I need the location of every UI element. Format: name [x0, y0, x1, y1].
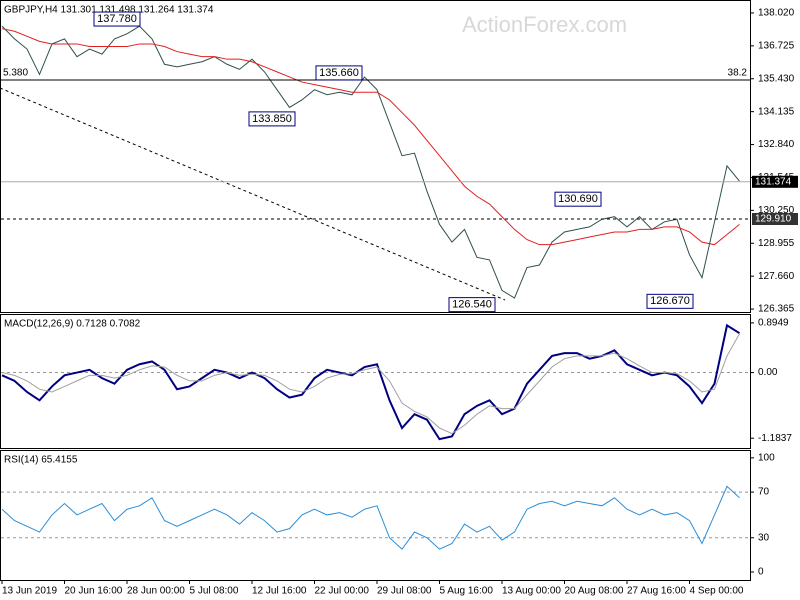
y-tick-label: 0	[758, 567, 764, 578]
y-tick-label: 70	[758, 487, 770, 498]
x-tick-label: 4 Sep 00:00	[690, 586, 744, 597]
annotation-box	[554, 191, 602, 207]
y-tick-label: 134.135	[758, 106, 795, 117]
x-tick-label: 22 Jul 00:00	[315, 586, 370, 597]
x-tick-label: 27 Aug 16:00	[627, 586, 686, 597]
y-tick-label: 138.020	[758, 8, 795, 19]
price-box-label: 131.374	[755, 176, 792, 187]
annotation-label: 130.690	[558, 193, 598, 205]
series-line	[1, 485, 740, 550]
annotation-label: 137.780	[97, 13, 137, 25]
trend-line	[0, 87, 506, 301]
x-tick-label: 13 Jun 2019	[2, 586, 57, 597]
x-tick-label: 12 Jul 16:00	[252, 586, 307, 597]
panel-title: MACD(12,26,9) 0.7128 0.7082	[4, 319, 141, 330]
annotation-box	[93, 11, 141, 27]
y-tick-label: 135.430	[758, 73, 795, 84]
series-line	[1, 25, 740, 299]
y-tick-label: 30	[758, 532, 770, 543]
series-line	[1, 28, 740, 246]
y-tick-label: 100	[758, 452, 775, 463]
y-tick-label: 0.00	[758, 367, 778, 378]
panel-title: RSI(14) 65.4155	[4, 455, 78, 466]
annotation-label: 126.670	[650, 295, 690, 307]
fib-start-label: 5.380	[3, 68, 28, 79]
y-tick-label: 128.955	[758, 238, 795, 249]
y-tick-label: 0.8949	[758, 318, 789, 329]
y-tick-label: 132.840	[758, 139, 795, 150]
annotation-box	[646, 293, 694, 309]
y-tick-label: 127.660	[758, 271, 795, 282]
price-box	[752, 175, 798, 188]
y-tick-label: 126.365	[758, 304, 795, 315]
x-tick-label: 13 Aug 00:00	[502, 586, 561, 597]
series-line	[1, 333, 740, 435]
panel-title: GBPJPY,H4 131.301 131.498 131.264 131.37…	[4, 5, 214, 16]
y-tick-label: 130.250	[758, 205, 795, 216]
x-tick-label: 20 Jun 16:00	[65, 586, 123, 597]
annotation-box	[448, 297, 496, 313]
macd-panel	[0, 314, 751, 449]
x-tick-label: 5 Jul 08:00	[190, 586, 239, 597]
annotation-label: 135.660	[319, 67, 359, 79]
x-tick-label: 29 Jul 08:00	[377, 586, 432, 597]
fib-label: 38.2	[728, 68, 748, 79]
x-tick-label: 28 Jun 00:00	[127, 586, 185, 597]
annotation-label: 126.540	[452, 299, 492, 311]
series-line	[1, 323, 741, 441]
price-box	[752, 213, 798, 226]
watermark: ActionForex.com	[462, 12, 627, 37]
annotation-box	[248, 111, 296, 127]
annotation-box	[315, 65, 363, 81]
price-box-label: 129.910	[755, 214, 792, 225]
rsi-panel	[0, 450, 751, 581]
x-tick-label: 5 Aug 16:00	[440, 586, 494, 597]
x-tick-label: 20 Aug 08:00	[565, 586, 624, 597]
y-tick-label: 136.725	[758, 40, 795, 51]
y-tick-label: -1.1837	[758, 433, 792, 444]
annotation-label: 133.850	[252, 113, 292, 125]
price-panel	[0, 0, 751, 313]
